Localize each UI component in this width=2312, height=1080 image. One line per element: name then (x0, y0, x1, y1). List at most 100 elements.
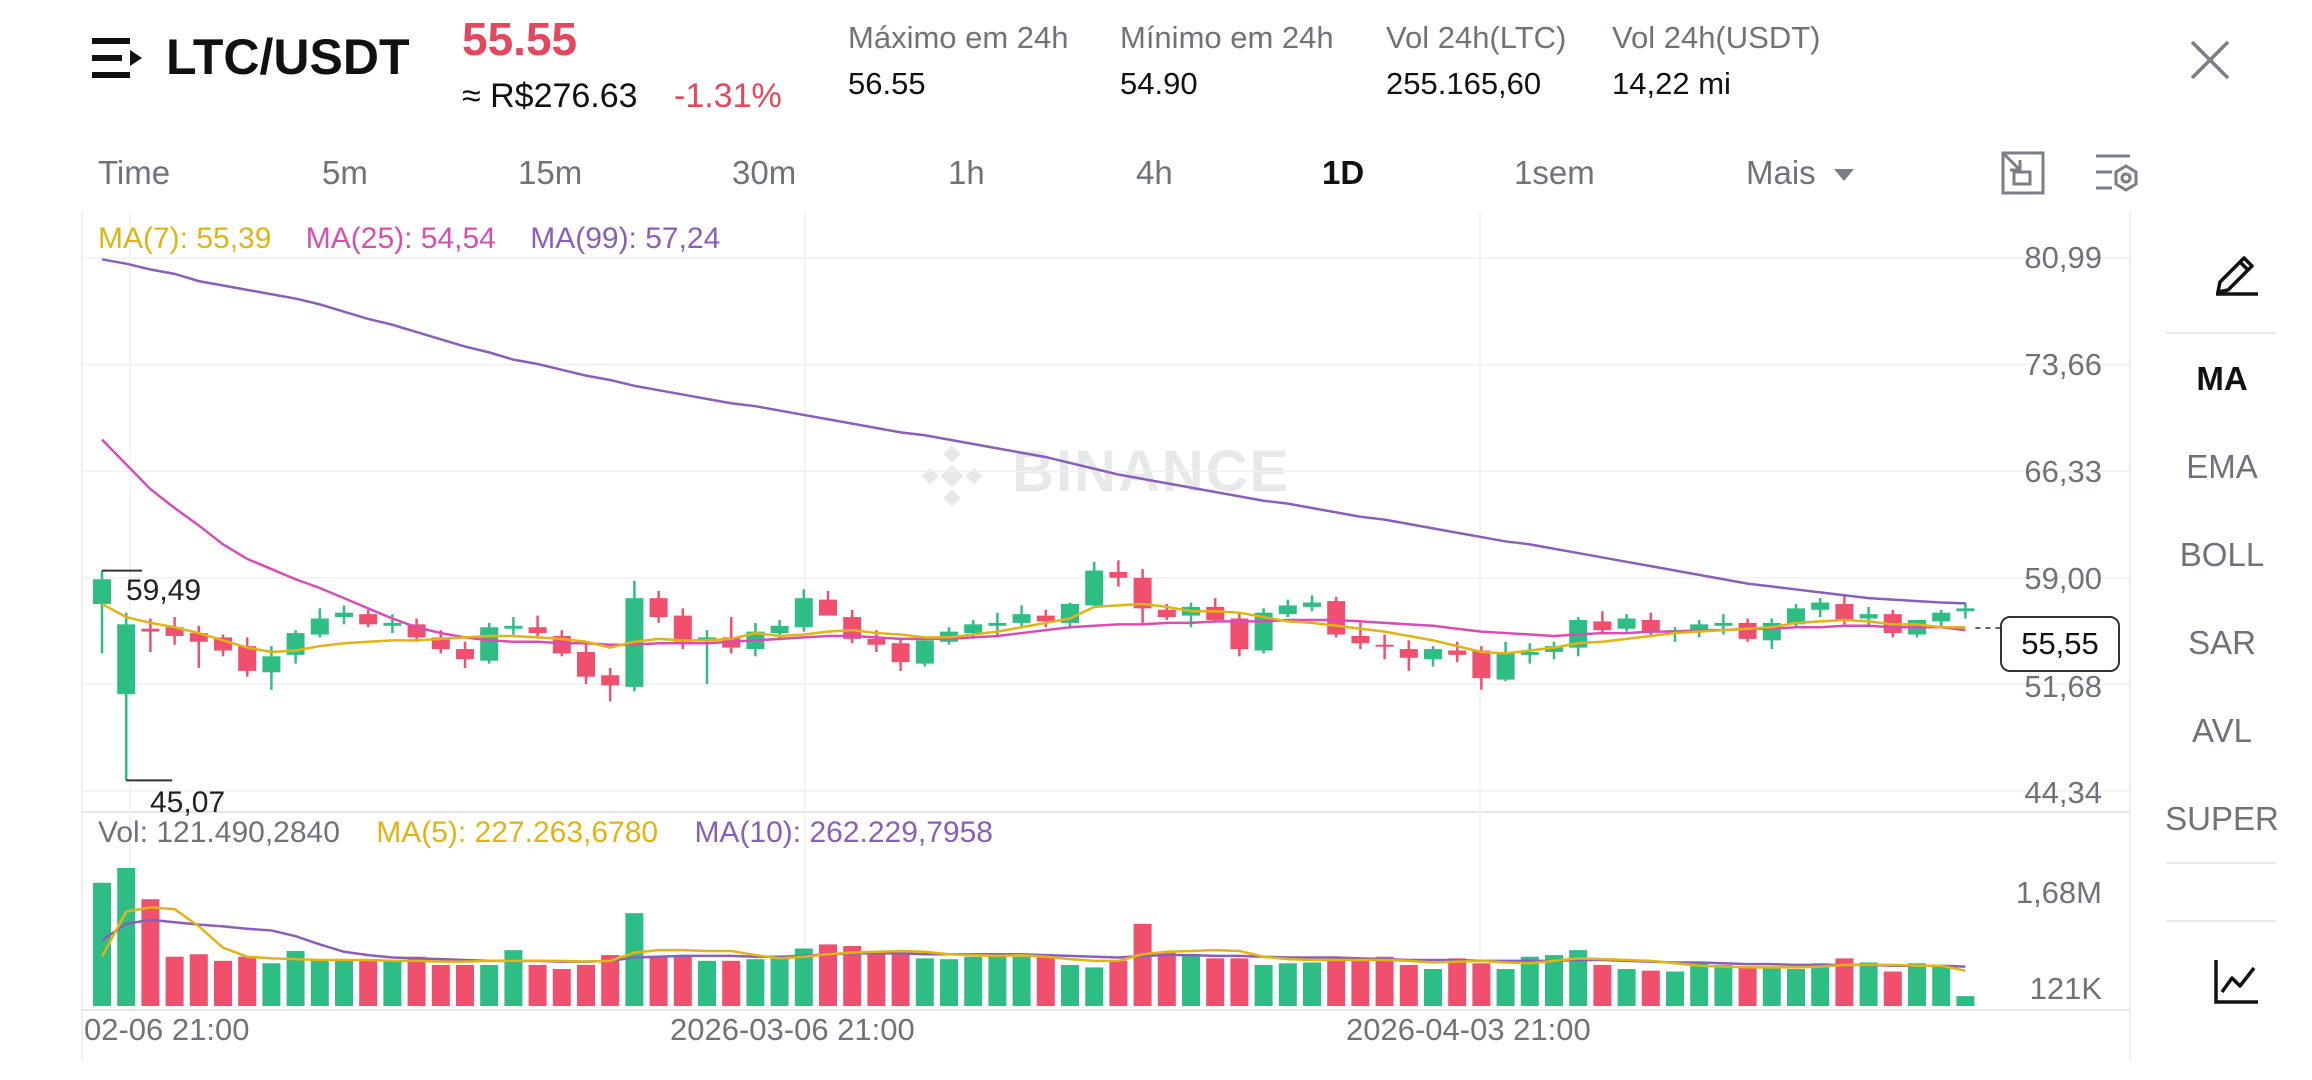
stat-label-24h-vol-ltc: Vol 24h(LTC) (1386, 20, 1567, 55)
interval-1h[interactable]: 1h (948, 154, 985, 191)
candle-body (1399, 649, 1418, 658)
interval-5m[interactable]: 5m (322, 154, 368, 191)
brl-price: ≈ R$276.63 (462, 77, 638, 115)
volume-bar (1762, 966, 1781, 1006)
volume-bar (335, 960, 353, 1006)
volume-bar (431, 964, 450, 1006)
interval-30m[interactable]: 30m (732, 154, 797, 191)
volume-bar (1617, 969, 1636, 1006)
indicator-sar[interactable]: SAR (2188, 624, 2256, 661)
stat-label-24h-low: Mínimo em 24h (1120, 20, 1334, 55)
candle-body (165, 627, 184, 636)
interval-1sem[interactable]: 1sem (1514, 154, 1595, 191)
candle-body (988, 622, 1007, 626)
interval-time[interactable]: Time (98, 154, 171, 191)
candle-body (1545, 646, 1563, 652)
candle-body (456, 649, 474, 660)
volume-bar (1641, 970, 1660, 1006)
ma99-line (101, 258, 1966, 605)
close-icon[interactable] (2188, 38, 2232, 82)
volume-bar (1303, 962, 1321, 1006)
volume-bar (141, 899, 160, 1006)
volume-bar (93, 882, 111, 1006)
volume-bar (1908, 963, 1926, 1006)
candle-body (1375, 644, 1394, 647)
volume-bar (1520, 956, 1539, 1006)
indicator-ma[interactable]: MA (2196, 360, 2248, 397)
volume-bar (480, 964, 499, 1006)
candle-body (1157, 609, 1176, 618)
volume-bar (1327, 958, 1346, 1006)
line-chart-icon[interactable] (2212, 956, 2262, 1006)
volume-bar (940, 959, 958, 1006)
x-tick: 02-06 21:00 (84, 1012, 250, 1047)
y-tick: 80,99 (2024, 240, 2102, 275)
legend-vol-ma5: MA(5): 227.263,6780 (376, 816, 659, 849)
volume-bar (504, 950, 523, 1006)
volume-bar (189, 954, 208, 1006)
volume-bar (407, 956, 426, 1006)
volume-bar (1157, 952, 1176, 1006)
trading-pair-title[interactable]: LTC/USDT (166, 29, 410, 85)
volume-bar (1085, 967, 1104, 1006)
candle-body (1424, 649, 1442, 660)
stat-value-24h-vol-usdt: 14,22 mi (1612, 66, 1731, 101)
volume-bar (1182, 954, 1200, 1006)
fullscreen-exit-icon[interactable] (2000, 150, 2046, 196)
volume-bar (698, 960, 716, 1006)
draw-pencil-icon[interactable] (2212, 246, 2262, 296)
legend-ma7: MA(7): 55,39 (98, 222, 272, 255)
candle-body (1835, 603, 1854, 620)
candle-body (1496, 653, 1515, 680)
volume-bar (649, 956, 668, 1006)
y-tick: 59,00 (2024, 561, 2102, 596)
indicator-divider (2166, 332, 2276, 334)
indicator-boll[interactable]: BOLL (2179, 536, 2265, 573)
legend-ma25: MA(25): 54,54 (305, 222, 496, 255)
volume-bar (1424, 969, 1442, 1006)
volume-y-tick: 1,68M (2015, 875, 2102, 910)
stat-value-24h-vol-ltc: 255.165,60 (1386, 66, 1542, 101)
candle-body (1472, 650, 1491, 679)
chart-settings-icon[interactable] (2094, 150, 2140, 196)
legend-vol-ma10: MA(10): 262.229,7958 (694, 816, 993, 849)
volume-bar (891, 952, 910, 1006)
interval-4h[interactable]: 4h (1136, 154, 1173, 191)
volume-bar (964, 956, 983, 1006)
candle-body (528, 627, 547, 634)
candle-body (1085, 570, 1104, 606)
candle-body (189, 633, 208, 642)
candle-body (843, 617, 862, 639)
volume-bar (1835, 958, 1854, 1006)
indicator-ema[interactable]: EMA (2186, 448, 2258, 485)
candle-body (698, 637, 716, 641)
candle-body (1133, 577, 1152, 609)
candle-body (141, 628, 160, 632)
candle-body (1714, 622, 1733, 626)
candle-body (1303, 602, 1321, 607)
candle-body (601, 675, 620, 686)
volume-bar (1496, 969, 1515, 1006)
legend-vol: Vol: 121.490,2840 (98, 816, 340, 849)
interval-more[interactable]: Mais (1746, 154, 1855, 192)
volume-bar (1399, 964, 1418, 1006)
y-tick: 66,33 (2024, 454, 2102, 489)
volume-bar (1036, 956, 1055, 1006)
volume-bar (601, 955, 620, 1006)
menu-icon[interactable] (92, 36, 144, 80)
indicator-super[interactable]: SUPER (2165, 800, 2279, 837)
candle-body (359, 614, 378, 625)
volume-bar (383, 960, 402, 1006)
candle-body (649, 598, 668, 618)
ma-legend: MA(7): 55,39 MA(25): 54,54 MA(99): 57,24 (98, 222, 720, 256)
interval-15m[interactable]: 15m (518, 154, 583, 191)
volume-bar (1206, 958, 1225, 1006)
candle-body (93, 579, 111, 604)
indicator-avl[interactable]: AVL (2192, 712, 2252, 749)
volume-bar (1133, 923, 1152, 1006)
low-price-marker: 45,07 (150, 786, 226, 819)
interval-1d[interactable]: 1D (1322, 154, 1365, 191)
volume-bar (915, 958, 934, 1006)
y-tick: 44,34 (2024, 775, 2102, 810)
